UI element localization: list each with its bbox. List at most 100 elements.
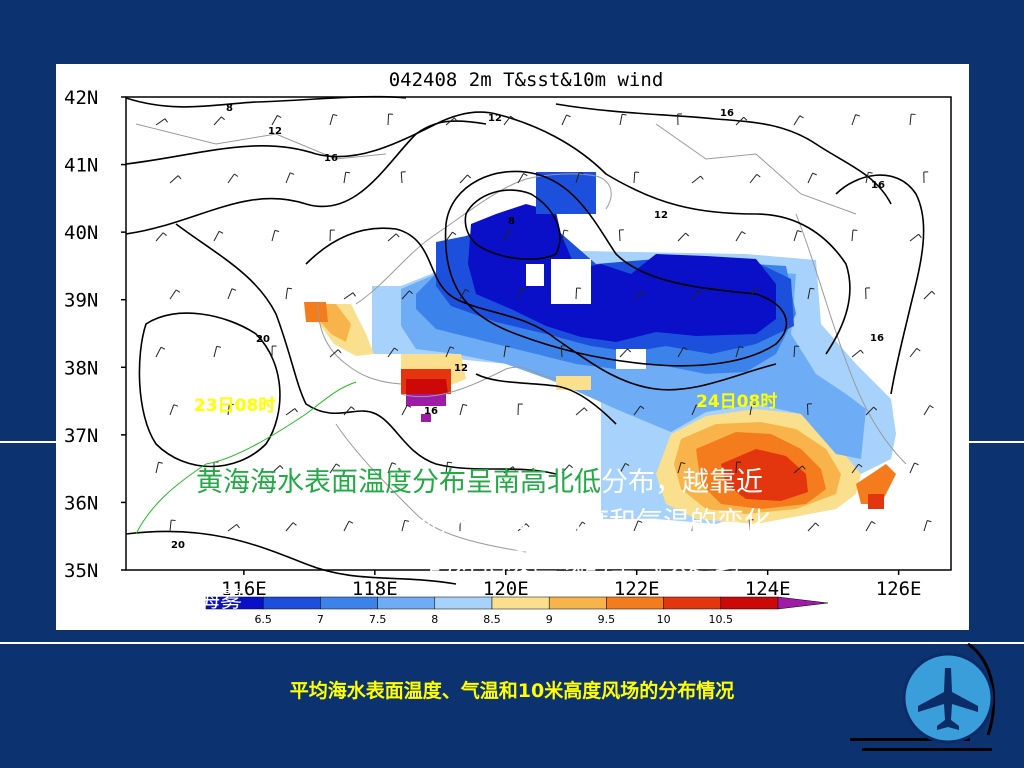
sst-region-65-north: [536, 172, 596, 214]
sst-region-65: [468, 204, 776, 342]
wind-barb: [633, 520, 639, 532]
wind-barb-flag: [873, 406, 878, 411]
wind-barb: [677, 462, 682, 474]
wind-barb-flag: [467, 174, 472, 179]
wind-barb-flag: [454, 117, 458, 122]
sst-bay-purple: [421, 414, 431, 422]
land-gap-1: [551, 259, 591, 304]
wind-barb: [285, 408, 296, 416]
colorbar-arrow: [777, 596, 829, 610]
wind-barb: [227, 523, 238, 532]
contour-16b: [555, 103, 892, 205]
lat-tick-label: 42N: [64, 87, 98, 109]
land-gap-2: [526, 264, 544, 286]
wind-barb-flag: [287, 287, 292, 290]
coast-jiangsu: [335, 423, 527, 553]
wind-barb-flag: [640, 405, 645, 410]
colorbar-swatch: [434, 596, 493, 610]
wind-barb: [633, 171, 636, 184]
wind-barb-flag: [449, 346, 455, 349]
contour-16c: [305, 227, 777, 391]
wind-barb: [503, 466, 514, 474]
colorbar-label: 8.5: [483, 613, 501, 626]
contour-label: 16: [720, 108, 734, 119]
wind-barb-flag: [462, 403, 468, 406]
lat-tick-label: 40N: [64, 222, 98, 244]
wind-barb: [213, 231, 220, 242]
wind-barb: [807, 172, 814, 184]
bottom-divider: [0, 642, 1024, 644]
wind-barb-flag: [563, 229, 569, 232]
colorbar-swatch: [377, 596, 436, 610]
sst-field: [304, 172, 896, 524]
wind-barb: [329, 114, 334, 126]
wind-barb: [691, 175, 701, 184]
wind-barb-flag: [447, 461, 452, 464]
wind-barb-flag: [799, 115, 804, 119]
wind-barb: [387, 113, 390, 126]
wind-barb: [213, 116, 222, 126]
wind-barb-flag: [756, 173, 761, 178]
wind-barb: [561, 230, 565, 242]
wind-barb: [909, 348, 918, 358]
wind-barb: [169, 175, 179, 184]
wind-barb-flag: [160, 346, 166, 350]
wind-barb-flag: [622, 113, 627, 116]
wind-barb-flag: [525, 523, 530, 528]
slide-caption: 平均海水表面温度、气温和10米高度风场的分布情况: [289, 680, 735, 702]
wind-barb: [749, 174, 758, 184]
overlay-mid-1: 分布呈: [412, 467, 493, 498]
wind-barb: [793, 115, 801, 126]
wind-barb: [909, 114, 912, 126]
colorbar-swatch: [606, 596, 664, 610]
wind-barb: [271, 115, 278, 126]
contour-label: 16: [871, 180, 885, 191]
wind-barb: [865, 172, 869, 184]
contour-12b: [495, 113, 851, 355]
wind-barb-flag: [216, 345, 222, 348]
wind-barb: [155, 462, 159, 474]
wind-barb: [445, 346, 451, 358]
wind-barb-flag: [409, 290, 413, 295]
wind-barb-flag: [337, 349, 342, 354]
wind-barb: [329, 349, 339, 358]
lat-tick-label: 37N: [64, 425, 98, 447]
logo-arc: [967, 642, 996, 736]
wind-barb: [517, 288, 522, 300]
sst-east-coast-red: [868, 494, 884, 509]
wind-barb: [735, 116, 745, 126]
coast-liaodong: [355, 173, 612, 305]
contour-label: 8: [226, 103, 233, 114]
wind-barb: [387, 347, 395, 358]
wind-barb-flag: [579, 172, 584, 175]
wind-barb: [445, 231, 453, 242]
wind-barb-flag: [916, 347, 921, 352]
wind-barb: [285, 522, 294, 532]
annotation-24: 24日08时: [696, 392, 777, 412]
colorbar-label: 7.5: [369, 613, 387, 626]
colorbar-label: 6.5: [254, 613, 272, 626]
wind-barb-flag: [510, 115, 515, 120]
wind-barb: [169, 289, 177, 300]
wind-barb-flag: [231, 288, 237, 291]
wind-barb: [213, 346, 218, 358]
wind-barb-flag: [860, 349, 864, 354]
wind-barb-flag: [929, 405, 934, 409]
wind-barb: [271, 230, 276, 242]
wind-barb-flag: [858, 463, 863, 468]
lon-ticks: 116E 118E 120E 122E 124E 126E: [221, 570, 922, 600]
wind-barb-flag: [162, 232, 167, 236]
logo-line-2: [862, 748, 992, 751]
contour-label: 12: [268, 126, 282, 137]
wind-barb: [793, 230, 798, 242]
wind-barb-flag: [391, 462, 397, 465]
contour-south-20: [125, 530, 457, 585]
wind-barb-flag: [279, 465, 284, 470]
wind-barb: [851, 114, 857, 126]
wind-barb-flag: [931, 290, 936, 295]
plot-frame: [125, 96, 952, 571]
wind-barb: [865, 406, 875, 416]
wind-barb: [343, 406, 352, 416]
wind-barb-flag: [395, 233, 400, 238]
wind-barb: [807, 288, 811, 300]
